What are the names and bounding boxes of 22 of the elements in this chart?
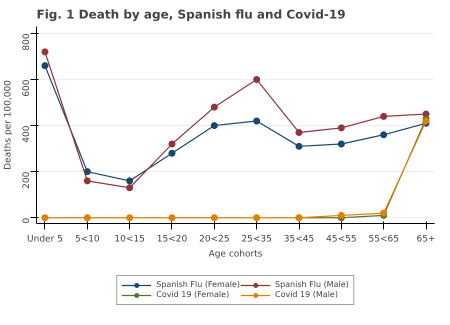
y-tick-label: 800 [22, 33, 32, 51]
x-tick-label: 35<45 [284, 234, 314, 244]
legend-label: Spanish Flu (Male) [274, 280, 349, 290]
y-tick-label: 600 [22, 79, 32, 97]
x-tick-label: 25<35 [241, 234, 272, 244]
legend-label: Spanish Flu (Female) [156, 280, 240, 290]
x-tick-label: 65+ [416, 234, 436, 244]
y-axis-title: Deaths per 100,000 [4, 80, 14, 170]
chart-title: Fig. 1 Death by age, Spanish flu and Covid-19 [36, 8, 346, 22]
x-tick-label: 55<65 [368, 234, 399, 244]
y-tick-label: 0 [22, 217, 32, 224]
x-tick-label: 5<10 [74, 234, 100, 244]
legend-label: Covid 19 (Female) [156, 290, 230, 300]
y-tick-label: 200 [22, 171, 32, 189]
x-axis-title: Age cohorts [208, 250, 263, 260]
y-tick-label: 400 [22, 125, 32, 143]
legend-label: Covid 19 (Male) [274, 290, 338, 300]
x-tick-label: 10<15 [114, 234, 145, 244]
x-tick-label: 15<20 [156, 234, 188, 244]
x-tick-label: Under 5 [27, 234, 63, 244]
x-tick-label: 45<55 [326, 234, 357, 244]
x-tick-label: 20<25 [199, 234, 230, 244]
